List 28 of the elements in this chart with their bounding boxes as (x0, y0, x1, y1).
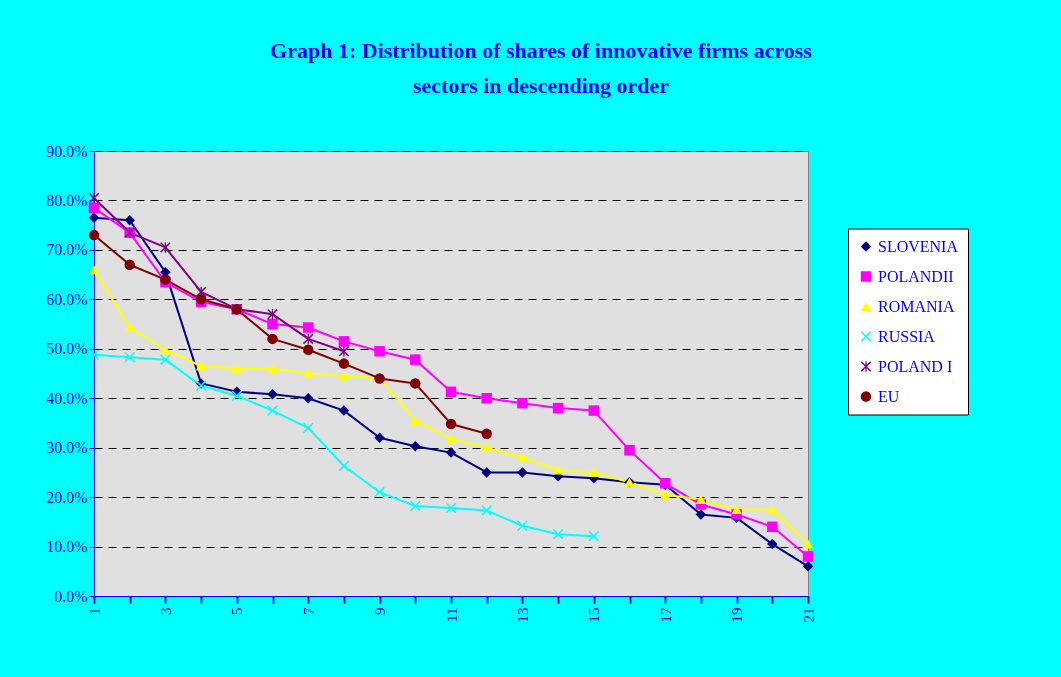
x-tick-label: 17 (657, 607, 674, 623)
legend-label: RUSSIA (878, 327, 936, 345)
x-tick-label: 15 (586, 607, 603, 623)
x-tick-label: 9 (372, 607, 389, 615)
legend-label: ROMANIA (878, 297, 955, 315)
legend-label: EU (878, 387, 900, 405)
y-tick-label: 20.0% (46, 488, 88, 506)
legend-label: POLANDII (878, 267, 954, 285)
y-tick-label: 0.0% (54, 587, 88, 605)
y-tick-label: 40.0% (46, 389, 88, 407)
y-tick-label: 50.0% (46, 340, 88, 358)
y-tick-label: 70.0% (46, 241, 88, 259)
legend-label: SLOVENIA (878, 237, 959, 255)
y-tick-label: 90.0% (46, 142, 88, 160)
chart-title: Graph 1: Distribution of shares of innovative firms across sectors in descending order (270, 38, 813, 98)
x-tick-label: 21 (800, 607, 817, 623)
x-tick-label: 11 (443, 607, 460, 622)
x-tick-label: 7 (300, 607, 317, 615)
x-tick-label: 5 (229, 607, 246, 615)
x-tick-label: 19 (729, 607, 746, 623)
y-tick-label: 60.0% (46, 290, 88, 308)
x-tick-label: 3 (157, 607, 174, 615)
y-tick-label: 30.0% (46, 439, 88, 457)
legend-label: POLAND I (878, 357, 953, 375)
x-tick-label: 1 (86, 607, 103, 615)
y-tick-label: 80.0% (46, 191, 88, 209)
x-tick-label: 13 (514, 607, 531, 623)
y-tick-label: 10.0% (46, 538, 88, 556)
